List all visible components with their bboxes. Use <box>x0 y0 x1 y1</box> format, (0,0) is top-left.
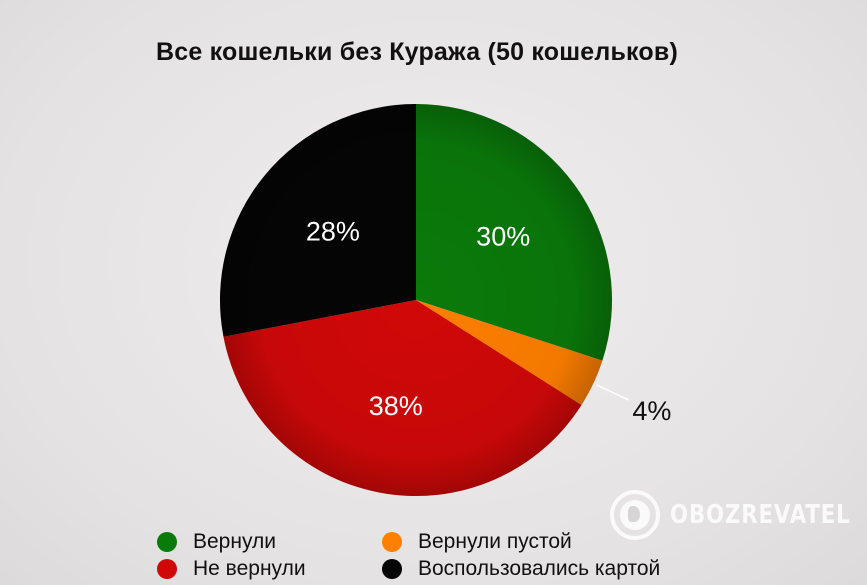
legend-label-used-card: Воспользовались картой <box>418 557 661 580</box>
legend: Вернули Вернули пустой Не вернули Воспол… <box>157 530 717 585</box>
data-label-returned-empty: 4% <box>632 396 671 426</box>
leader-line-returned-empty <box>596 384 630 401</box>
data-label-not-returned: 38% <box>369 391 423 421</box>
legend-label-returned: Вернули <box>193 530 276 553</box>
legend-item-returned-empty: Вернули пустой <box>382 530 572 554</box>
legend-item-not-returned: Не вернули <box>157 557 306 581</box>
legend-swatch-used-card <box>382 559 402 579</box>
globe-icon <box>610 490 660 540</box>
data-label-returned: 30% <box>476 222 530 252</box>
legend-item-used-card: Воспользовались картой <box>382 557 660 581</box>
legend-item-returned: Вернули <box>157 530 276 554</box>
legend-swatch-returned-empty <box>382 532 402 552</box>
legend-swatch-not-returned <box>157 559 177 579</box>
data-label-used-card: 28% <box>306 216 360 246</box>
chart-title: Все кошельки без Куража (50 кошельков) <box>156 38 678 66</box>
watermark: OBOZREVATEL <box>610 490 867 540</box>
legend-label-returned-empty: Вернули пустой <box>418 530 572 553</box>
watermark-text: OBOZREVATEL <box>670 500 851 530</box>
legend-swatch-returned <box>157 532 177 552</box>
legend-label-not-returned: Не вернули <box>193 557 306 580</box>
